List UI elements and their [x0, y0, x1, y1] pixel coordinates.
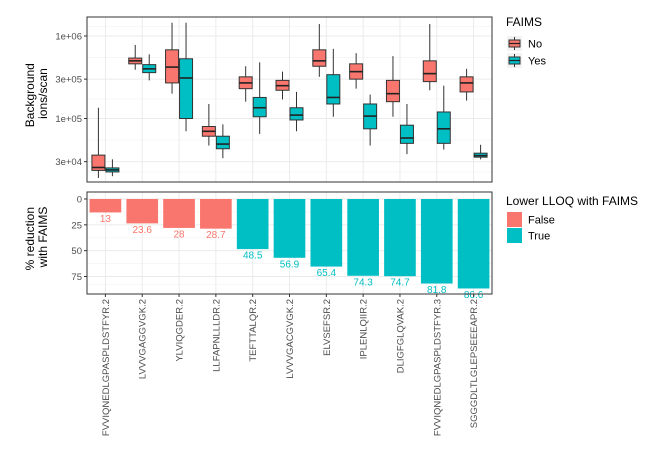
boxplot-y-tick-label: 1e+06	[55, 32, 82, 43]
bar-x-tick-label: TEFTTALQR.2	[248, 299, 259, 362]
bar-data-label: 74.7	[390, 278, 410, 289]
lloq-legend: Lower LLOQ with FAIMS False True	[506, 194, 638, 243]
bar-data-label: 65.4	[317, 268, 337, 279]
bar-y-tick-label: 75	[71, 272, 82, 283]
boxplot-box-yes	[215, 135, 230, 150]
boxplot-box-no	[312, 49, 327, 67]
bar-data-label: 81.8	[427, 285, 447, 296]
bar-data-label: 48.5	[243, 251, 263, 262]
bar-x-tick-label: YLVIQGDER.2	[175, 299, 186, 362]
lloq-legend-label-true: True	[528, 231, 550, 243]
boxplot-box-no	[459, 76, 474, 93]
faims-legend-label-yes: Yes	[528, 56, 546, 68]
bar-x-tick-label: ELVSEFSR.2	[322, 299, 333, 356]
boxplot-box-yes	[289, 107, 304, 121]
boxplot-box-yes	[326, 74, 341, 105]
bar-y-axis-label: % reduction with FAIMS	[23, 204, 50, 271]
bar-tefttalqr-2	[236, 199, 269, 250]
boxplot-panel-border	[86, 16, 493, 183]
bar-iplenlqiir-2	[347, 199, 379, 276]
bar-llfapnllldr-2	[200, 199, 232, 229]
bar-x-tick-label: LLFAPNLLLDR.2	[211, 299, 222, 372]
bar-data-label: 28	[173, 229, 185, 240]
bar-sgggdltlglepseeeapr-2	[457, 199, 490, 289]
boxplot-y-axis-label-line-1: Background	[23, 63, 37, 127]
bar-y-axis-label-line-1: % reduction	[23, 207, 37, 270]
lloq-legend-key-true	[507, 228, 522, 243]
bar-x-tick-label: LVVVGACGVGK.2	[285, 299, 296, 379]
bar-data-label: 23.6	[132, 225, 152, 236]
bar-y-tick-label: 50	[71, 246, 82, 257]
boxplot-box-yes	[399, 124, 414, 144]
boxplot-panel: 3e+04 1e+05 3e+05 1e+06 Background ions/sca…	[23, 15, 546, 183]
boxplot-y-tick-label: 3e+04	[55, 157, 82, 168]
bar-data-label: 56.9	[280, 259, 300, 270]
lloq-legend-key-false	[507, 212, 522, 227]
bar-ylviqgder-2	[163, 199, 195, 228]
bar-data-label: 28.7	[206, 230, 226, 241]
boxplot-box-no	[422, 60, 437, 83]
bar-x-tick-label: FVVIQNEDLGPASPLDSTFYR.3	[432, 299, 443, 436]
boxplot-y-tick-label: 3e+05	[55, 75, 82, 86]
boxplot-y-axis-label: Background ions/scan	[23, 60, 50, 127]
faims-legend: FAIMS No Yes	[506, 15, 546, 68]
bar-lvvvgacgvgk-2	[273, 199, 306, 258]
bar-fvviqnedlgpaspldstfyr-2	[89, 199, 122, 213]
bar-data-label: 74.3	[353, 277, 373, 288]
bar-x-axis: FVVIQNEDLGPASPLDSTFYR.2 LVVVGAGGVGK.2 YLVI…	[101, 294, 480, 436]
bar-x-tick-label: LVVVGAGGVGK.2	[138, 299, 149, 379]
boxplot-box-yes	[179, 58, 194, 120]
bar-data-label: 13	[100, 214, 112, 225]
bar-series	[89, 199, 490, 289]
bar-x-tick-label: SGGGDLTLGLEPSEEEAPR.2	[469, 299, 480, 428]
bar-x-tick-label: DLIGFGLQVAK.2	[395, 299, 406, 373]
faims-legend-label-no: No	[528, 39, 542, 51]
boxplot-boxes	[91, 22, 488, 179]
boxplot-y-axis: 3e+04 1e+05 3e+05 1e+06	[55, 32, 87, 168]
bar-x-tick-label: FVVIQNEDLGPASPLDSTFYR.2	[101, 299, 112, 436]
bar-lvvvgaggvgk-2	[126, 199, 159, 224]
boxplot-box-yes	[436, 111, 451, 144]
boxplot-y-axis-label-line-2: ions/scan	[36, 68, 50, 119]
bar-elvsefsr-2	[310, 199, 343, 267]
lloq-legend-label-false: False	[528, 215, 555, 227]
bar-x-tick-label: IPLENLQIIR.2	[359, 299, 370, 359]
bar-dligfglqvak-2	[384, 199, 416, 277]
lloq-legend-title: Lower LLOQ with FAIMS	[506, 194, 638, 208]
boxplot-box-no	[385, 79, 400, 103]
boxplot-y-tick-label: 1e+05	[55, 114, 82, 125]
bar-y-axis-label-line-2: with FAIMS	[36, 207, 50, 269]
bar-fvviqnedlgpaspldstfyr-3	[420, 199, 453, 284]
boxplot-box-no	[91, 154, 106, 171]
bar-y-tick-label: 0	[77, 195, 82, 206]
faims-legend-title: FAIMS	[506, 15, 542, 29]
bar-y-axis: 0 25 50 75	[71, 195, 87, 283]
bar-y-tick-label: 25	[71, 220, 82, 231]
